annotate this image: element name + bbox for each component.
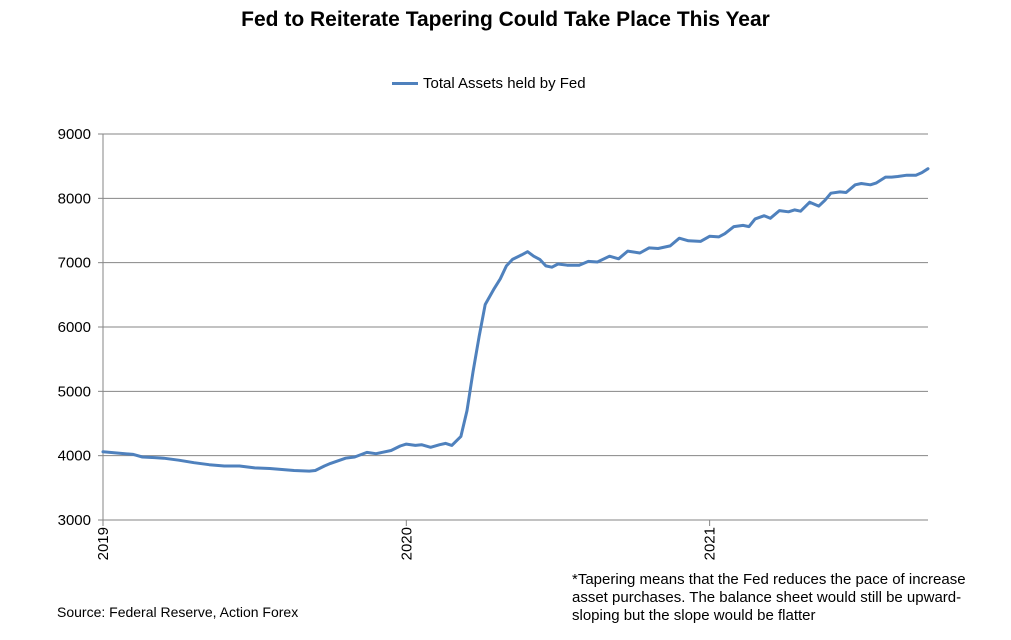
y-tick-label: 8000 [58, 190, 91, 207]
y-tick-label: 4000 [58, 448, 91, 465]
y-tick-label: 5000 [58, 383, 91, 400]
source-note: Source: Federal Reserve, Action Forex [57, 604, 299, 620]
y-tick-label: 7000 [58, 255, 91, 272]
x-tick-label: 2019 [95, 527, 112, 560]
y-tick-label: 9000 [58, 126, 91, 143]
series-line [101, 167, 930, 473]
y-tick-label: 3000 [58, 512, 91, 529]
tapering-footnote: *Tapering means that the Fed reduces the… [572, 571, 966, 624]
x-tick-label: 2021 [702, 527, 719, 560]
line-chart: 3000 4000 5000 6000 7000 8000 9000 2019 2020 2021 [58, 126, 930, 560]
chart-legend: Total Assets held by Fed [392, 75, 586, 92]
legend-label: Total Assets held by Fed [423, 75, 586, 92]
y-tick-label: 6000 [58, 319, 91, 336]
chart-title: Fed to Reiterate Tapering Could Take Pla… [241, 8, 770, 31]
legend-swatch [392, 82, 418, 85]
x-tick-label: 2020 [398, 527, 415, 560]
